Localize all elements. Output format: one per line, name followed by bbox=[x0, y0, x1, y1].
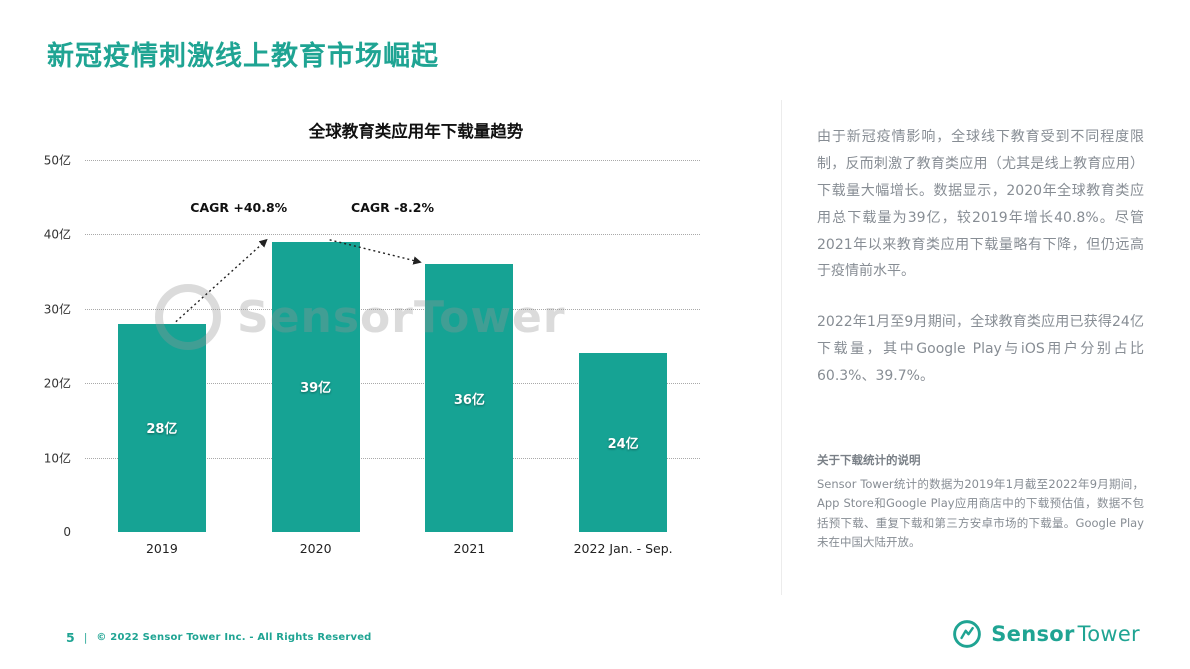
cagr-annotation: CAGR -8.2% bbox=[351, 200, 434, 215]
vertical-divider bbox=[781, 100, 782, 595]
logo-text-tower: Tower bbox=[1077, 622, 1140, 646]
bar-value-label: 24亿 bbox=[607, 437, 639, 453]
x-axis-label: 2022 Jan. - Sep. bbox=[573, 541, 673, 556]
x-axis-label: 2020 bbox=[299, 541, 332, 556]
bar-value-label: 36亿 bbox=[453, 392, 485, 408]
gridline-20 bbox=[85, 383, 700, 385]
chart-section: 全球教育类应用年下载量趋势 SensorTower 0 10亿 20亿 30亿 40亿 5… bbox=[44, 118, 747, 580]
gridline-50 bbox=[85, 160, 700, 161]
y-axis-label: 10亿 bbox=[43, 451, 71, 466]
bar-2020: 39亿 bbox=[271, 241, 360, 532]
copyright-text: © 2022 Sensor Tower Inc. - All Rights Re… bbox=[96, 632, 372, 643]
commentary-paragraph-1: 由于新冠疫情影响，全球线下教育受到不同程度限制，反而刺激了教育类应用（尤其是线上… bbox=[817, 129, 1144, 280]
commentary-panel: 由于新冠疫情影响，全球线下教育受到不同程度限制，反而刺激了教育类应用（尤其是线上… bbox=[817, 124, 1144, 552]
bar-2021: 36亿 bbox=[425, 264, 514, 532]
sensortower-logo-icon bbox=[953, 620, 982, 648]
commentary-paragraph-2: 2022年1月至9月期间，全球教育类应用已获得24亿下载量，其中Google P… bbox=[817, 314, 1144, 384]
bar-2022 Jan. - Sep.: 24亿 bbox=[579, 353, 668, 532]
gridline-30 bbox=[85, 308, 700, 310]
y-axis-label: 40亿 bbox=[43, 227, 71, 242]
chart-title: 全球教育类应用年下载量趋势 bbox=[308, 122, 524, 141]
page-title: 新冠疫情刺激线上教育市场崛起 bbox=[47, 41, 439, 72]
y-axis-label: 0 bbox=[63, 525, 71, 539]
y-axis-label: 30亿 bbox=[43, 302, 71, 317]
note-body: Sensor Tower统计的数据为2019年1月截至2022年9月期间，App… bbox=[817, 476, 1144, 549]
gridline-10 bbox=[85, 457, 700, 459]
note-title: 关于下载统计的说明 bbox=[817, 452, 921, 467]
page-number: 5 bbox=[66, 630, 75, 645]
logo-text-sensor: Sensor bbox=[991, 622, 1075, 646]
bar-2019: 28亿 bbox=[117, 323, 206, 532]
y-axis-label: 50亿 bbox=[43, 153, 71, 168]
footer-separator: | bbox=[83, 631, 88, 644]
plot: SensorTower 0 10亿 20亿 30亿 40亿 50亿 28亿 2019 39亿 20… bbox=[44, 154, 700, 556]
x-axis-label: 2019 bbox=[145, 541, 178, 556]
methodology-note: 关于下载统计的说明 Sensor Tower统计的数据为2019年1月截至202… bbox=[817, 452, 1144, 552]
y-axis-label: 20亿 bbox=[43, 376, 71, 391]
bar-value-label: 39亿 bbox=[300, 381, 332, 397]
sensortower-logo-text: Sensor Tower bbox=[991, 622, 1140, 646]
sensortower-logo: Sensor Tower bbox=[952, 619, 1140, 649]
x-axis-label: 2021 bbox=[453, 541, 486, 556]
bar-value-label: 28亿 bbox=[146, 422, 178, 438]
gridline-40 bbox=[85, 234, 700, 236]
footer: 5 | © 2022 Sensor Tower Inc. - All Right… bbox=[66, 630, 372, 645]
cagr-annotation: CAGR +40.8% bbox=[190, 200, 288, 215]
